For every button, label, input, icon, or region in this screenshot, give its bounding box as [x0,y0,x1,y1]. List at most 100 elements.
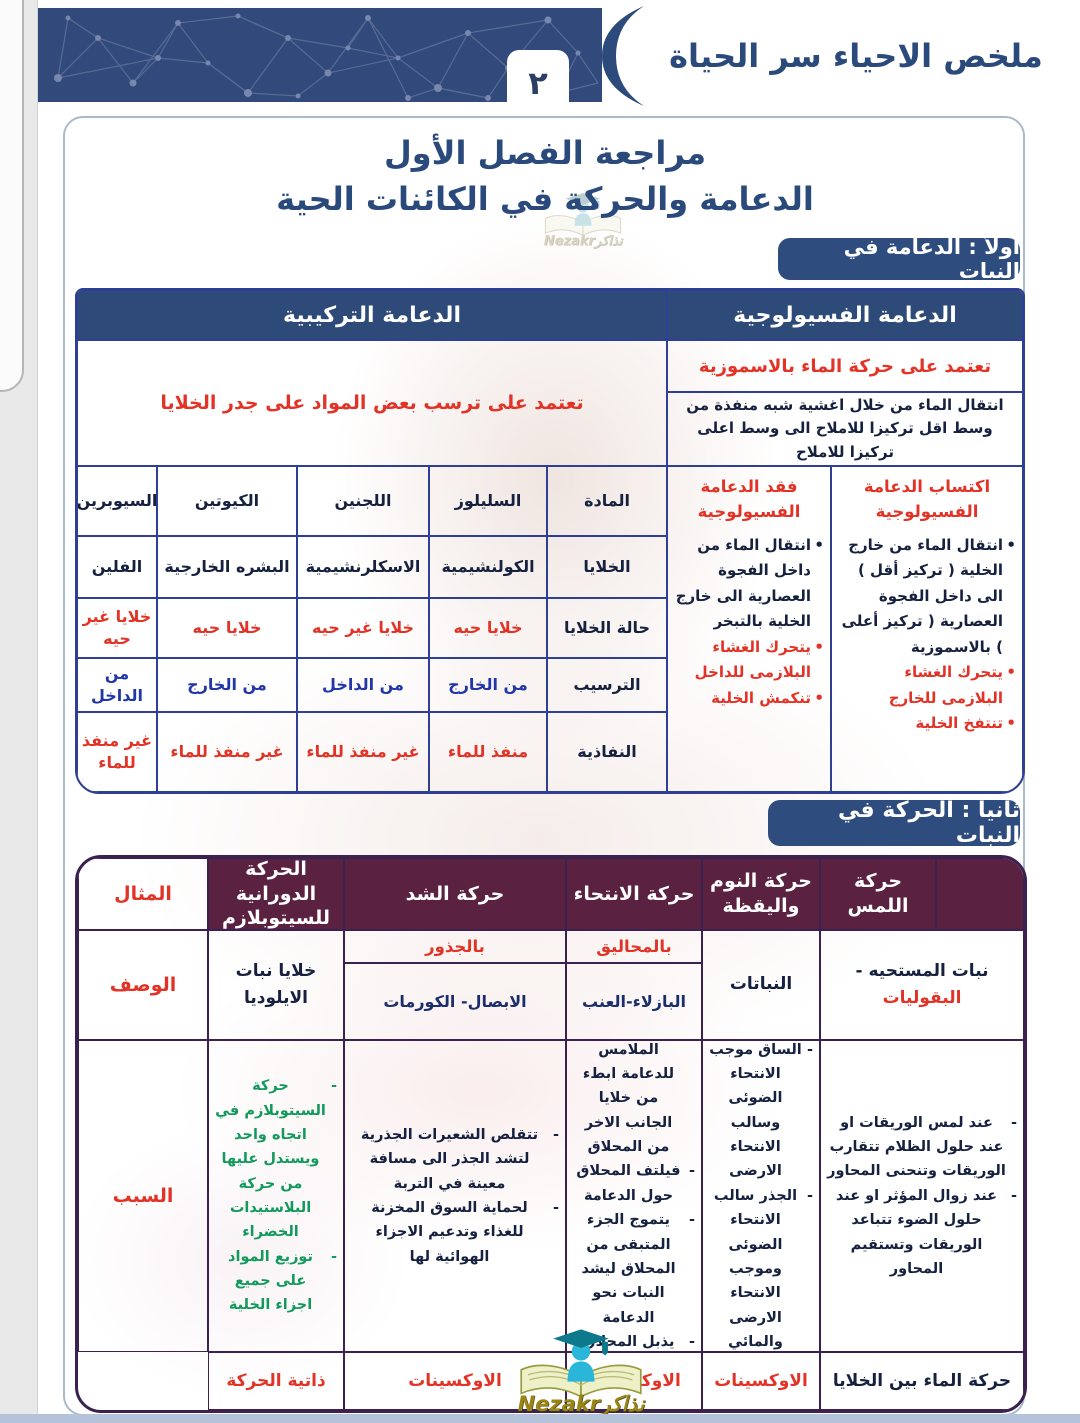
description-item: لحماية السوق المخزنة للغذاء وتدعيم الاجز… [351,1196,559,1269]
materials-cell: الكولنشيمية [429,536,547,598]
structural-support-header: الدعامة التركيبية [77,290,667,340]
materials-cell: من الخارج [157,658,297,712]
section2-badge: ثانياً : الحركة في النبات [768,798,1020,848]
example-roots: بالجذور الابصال- الكورمات [344,930,566,1040]
materials-header: السليلوز [429,466,547,536]
example-tropism: النباتات [702,930,820,1040]
gain-item: يتحرك الغشاء البلازمى للخارج [838,660,1016,711]
bottom-strip [0,1414,1080,1423]
movement-table: حركة اللمس حركة النوم واليقظة حركة الانت… [75,855,1027,1413]
materials-cell: من الداخل [77,658,157,712]
example-tendrils: بالمحاليق البازلاء-العنب [566,930,702,1040]
description-roots: تتقلص الشعيرات الجذرية لتشد الجذر الى مس… [344,1040,566,1352]
example-rotation: خلايا نبات الايلوديا [208,930,344,1040]
network-pattern-icon [54,13,599,101]
example-touch-sleep-text: نبات المستحيه - البقوليات [825,958,1019,1012]
example-legumes: البقوليات [882,988,962,1008]
materials-table: المادة السليلوز اللجنين الكيوتين السيوبر… [77,466,667,792]
tendrils-subheader: بالمحاليق [567,931,701,964]
watermark-name: Nezakrنذاكر [517,1392,645,1416]
structural-column: تعتمد على ترسب بعض المواد على جدر الخلاي… [77,340,667,792]
example-plant: نبات المستحيه - [855,960,989,981]
tension-header: حركة الشد [344,858,566,930]
materials-cell: خلايا حيه [157,598,297,658]
doc-title-line2: الدعامة والحركة في الكائنات الحية [276,180,814,219]
cause-rotation: ذاتية الحركة [208,1352,344,1410]
description-tendrils: ينمو خلايا الجانب الملامس للدعامة ابطء م… [566,1040,702,1352]
watermark-name: Nezakrنذاكر [543,234,623,249]
materials-cell: غير منفذ للماء [157,712,297,792]
materials-cell: من الخارج [429,658,547,712]
physio-subtable: اكتساب الدعامة الفسيولوجية انتقال الماء … [667,466,1023,792]
rotation-header: الحركة الدورانية للسيتوبلازم [208,858,344,930]
loss-title: فقد الدعامة الفسيولوجية [697,477,801,521]
description-item: ينمو خلايا الجانب الملامس للدعامة ابطء م… [573,1041,695,1159]
page-number: ٢ [528,64,548,102]
physiological-support-header: الدعامة الفسيولوجية [667,290,1023,340]
touch-header: حركة اللمس [820,858,936,930]
watermark-logo: Nezakrنذاكر [486,1326,676,1416]
roots-subheader: بالجذور [345,931,565,964]
materials-row-label: الترسيب [547,658,667,712]
materials-cell: خلايا غير حيه [297,598,429,658]
tropism-header: حركة الانتحاء [566,858,702,930]
materials-cell: الفلين [77,536,157,598]
description-item: الساق موجب الانتحاء الضوئى وسالب الانتحا… [709,1041,813,1184]
gain-support-cell: اكتساب الدعامة الفسيولوجية انتقال الماء … [831,466,1023,792]
materials-header: المادة [547,466,667,536]
description-item: تتقلص الشعيرات الجذرية لتشد الجذر الى مس… [351,1123,559,1196]
materials-cell: خلايا حيه [429,598,547,658]
description-touch-sleep: عند لمس الوريقات او عند حلول الظلام تتقا… [820,1040,1024,1352]
cause-tropism: الاوكسينات [702,1352,820,1410]
loss-support-cell: فقد الدعامة الفسيولوجية انتقال الماء من … [667,466,831,792]
description-tropism: الساق موجب الانتحاء الضوئى وسالب الانتحا… [702,1040,820,1352]
description-row-label: الوصف [78,930,208,1040]
description-rotation: حركة السيتوبلازم في اتجاه واحد ويستدل عل… [208,1040,344,1352]
tendrils-example: البازلاء-العنب [582,991,686,1011]
materials-cell: خلايا غير حيه [77,598,157,658]
sleep-wake-header: حركة النوم واليقظة [702,858,820,930]
materials-cell: من الداخل [297,658,429,712]
materials-cell: الاسكلرنشيمية [297,536,429,598]
page-number-tab: ٢ [507,50,569,116]
example-touch-sleep: نبات المستحيه - البقوليات [820,930,1024,1040]
materials-row-label: حالة الخلايا [547,598,667,658]
doc-title: مراجعة الفصل الأول الدعامة والحركة في ال… [80,130,1010,223]
cause-touch-sleep: حركة الماء بين الخلايا [820,1352,1024,1410]
materials-header: اللجنين [297,466,429,536]
description-item: حركة السيتوبلازم في اتجاه واحد ويستدل عل… [215,1074,337,1245]
materials-cell: غير منفذ للماء [297,712,429,792]
brand-title: ملخص الاحياء سر الحياة [669,37,1044,75]
description-item: يتموج الجزء المتبقى من المحلاق ليشد النب… [573,1208,695,1330]
crescent-icon [602,6,644,106]
gain-item: انتقال الماء من خارج الخلية ( تركيز أقل … [838,533,1016,661]
materials-cell: البشره الخارجية [157,536,297,598]
materials-header: السيوبرين [77,466,157,536]
logo-icon [520,1329,642,1399]
support-table: الدعامة الفسيولوجية الدعامة التركيبية تع… [75,288,1025,794]
struct-deposit-note: تعتمد على ترسب بعض المواد على جدر الخلاي… [77,340,667,466]
gain-title: اكتساب الدعامة الفسيولوجية [863,477,991,521]
doc-title-line1: مراجعة الفصل الأول [383,134,707,172]
example-row-label: المثال [78,858,208,930]
description-item: الجذر سالب الانتحاء الضوئى وموجب الانتحا… [709,1184,813,1351]
materials-row-label: الخلايا [547,536,667,598]
corner-cell [936,858,1024,930]
description-item: فيلتف المحلاق حول الدعامة [573,1159,695,1208]
physiological-column: تعتمد على حركة الماء بالاسموزية انتقال ا… [667,340,1023,792]
section1-badge: أولاً : الدعامة في النبات [778,235,1020,283]
description-item: عند زوال المؤثر او عند حلول الضوء تتباعد… [827,1184,1017,1281]
physio-osmosis-note: تعتمد على حركة الماء بالاسموزية [667,340,1023,392]
logo-icon [544,192,622,237]
physio-definition: انتقال الماء من خلال اغشية شبه منفذة من … [667,392,1023,466]
materials-row-label: النفاذية [547,712,667,792]
loss-item: تنكمش الخلية [674,686,824,712]
previous-page-edge [0,0,24,392]
materials-header: الكيوتين [157,466,297,536]
cause-row-label: السبب [78,1040,208,1352]
description-item: عند لمس الوريقات او عند حلول الظلام تتقا… [827,1111,1017,1184]
gain-item: تنتفخ الخلية [838,711,1016,737]
description-item: توزيع المواد على جميع اجزاء الخلية [215,1245,337,1318]
loss-item: يتحرك الغشاء البلازمى للداخل [674,635,824,686]
